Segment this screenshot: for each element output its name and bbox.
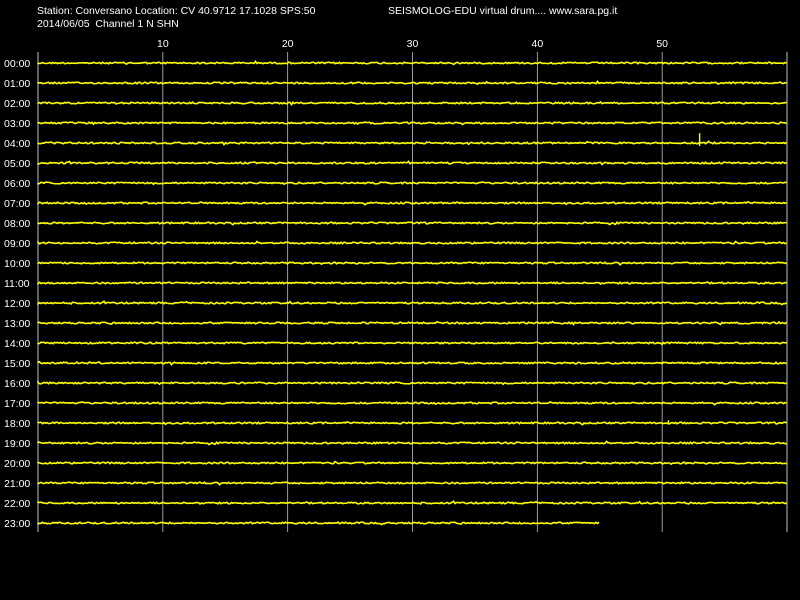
y-hour-label: 13:00 — [4, 318, 30, 330]
trace-2300 — [37, 521, 600, 526]
y-hour-label: 15:00 — [4, 358, 30, 370]
y-hour-label: 11:00 — [4, 278, 30, 290]
trace-0200 — [37, 100, 787, 107]
y-hour-label: 04:00 — [4, 138, 30, 150]
y-hour-label: 19:00 — [4, 438, 30, 450]
y-hour-label: 16:00 — [4, 378, 30, 390]
x-tick-label: 10 — [157, 38, 169, 50]
x-tick-label: 50 — [656, 38, 668, 50]
x-tick-label: 40 — [531, 38, 543, 50]
trace-0800 — [37, 220, 787, 226]
y-hour-label: 05:00 — [4, 158, 30, 170]
y-hour-label: 01:00 — [4, 78, 30, 90]
y-hour-label: 03:00 — [4, 118, 30, 130]
trace-1700 — [37, 401, 787, 406]
trace-0500 — [37, 160, 787, 166]
y-hour-label: 18:00 — [4, 418, 30, 430]
y-hour-label: 20:00 — [4, 458, 30, 470]
trace-1100 — [37, 281, 787, 286]
y-hour-label: 07:00 — [4, 198, 30, 210]
y-hour-label: 09:00 — [4, 238, 30, 250]
brand-info: SEISMOLOG-EDU virtual drum.... www.sara.… — [388, 5, 618, 17]
y-hour-label: 00:00 — [4, 58, 30, 70]
y-hour-label: 06:00 — [4, 178, 30, 190]
y-hour-label: 10:00 — [4, 258, 30, 270]
trace-1600 — [37, 380, 787, 386]
y-hour-label: 23:00 — [4, 518, 30, 530]
trace-2200 — [37, 500, 787, 506]
y-hour-label: 22:00 — [4, 498, 30, 510]
trace-2100 — [37, 481, 787, 486]
y-hour-label: 08:00 — [4, 218, 30, 230]
trace-2000 — [37, 460, 787, 466]
y-hour-label: 02:00 — [4, 98, 30, 110]
trace-1200 — [37, 300, 787, 306]
y-hour-label: 21:00 — [4, 478, 30, 490]
trace-0700 — [37, 200, 787, 206]
x-tick-label: 20 — [282, 38, 294, 50]
trace-0000 — [37, 60, 787, 66]
y-hour-label: 14:00 — [4, 338, 30, 350]
trace-1900 — [37, 440, 787, 446]
trace-0100 — [37, 80, 787, 86]
trace-1500 — [37, 360, 787, 367]
trace-0600 — [37, 181, 787, 186]
trace-0900 — [37, 240, 787, 245]
trace-1300 — [37, 320, 788, 326]
station-info: Station: Conversano Location: CV 40.9712… — [37, 5, 316, 17]
trace-1800 — [37, 420, 787, 426]
y-hour-label: 12:00 — [4, 298, 30, 310]
trace-1400 — [37, 341, 787, 346]
trace-0400 — [37, 140, 787, 146]
y-hour-label: 17:00 — [4, 398, 30, 410]
trace-1000 — [37, 261, 787, 266]
trace-0300 — [37, 121, 787, 126]
date-channel-info: 2014/06/05 Channel 1 N SHN — [37, 18, 179, 30]
x-tick-label: 30 — [407, 38, 419, 50]
